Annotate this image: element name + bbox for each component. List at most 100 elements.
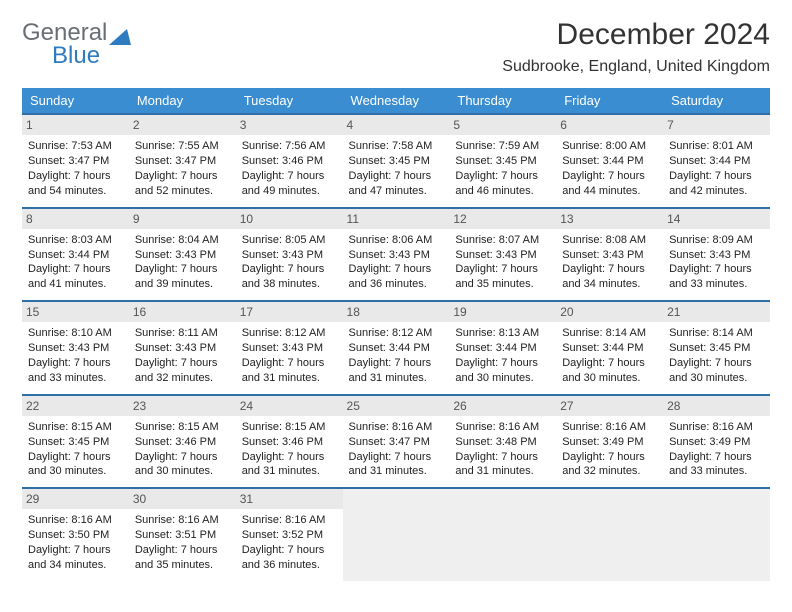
sunset-text: Sunset: 3:46 PM	[135, 435, 230, 450]
sunset-text: Sunset: 3:52 PM	[242, 528, 337, 543]
weekday-header-row: Sunday Monday Tuesday Wednesday Thursday…	[22, 88, 770, 114]
sunrise-text: Sunrise: 8:12 AM	[242, 326, 337, 341]
calendar-day-cell: 11Sunrise: 8:06 AMSunset: 3:43 PMDayligh…	[343, 208, 450, 302]
sunset-text: Sunset: 3:45 PM	[349, 154, 444, 169]
day-number: 31	[236, 489, 343, 509]
daylight-text: Daylight: 7 hours and 33 minutes.	[28, 356, 123, 386]
sunset-text: Sunset: 3:44 PM	[562, 154, 657, 169]
daylight-text: Daylight: 7 hours and 31 minutes.	[349, 356, 444, 386]
sunrise-text: Sunrise: 8:14 AM	[562, 326, 657, 341]
calendar-day-cell: 8Sunrise: 8:03 AMSunset: 3:44 PMDaylight…	[22, 208, 129, 302]
sunrise-text: Sunrise: 8:01 AM	[669, 139, 764, 154]
calendar-day-cell: 10Sunrise: 8:05 AMSunset: 3:43 PMDayligh…	[236, 208, 343, 302]
sunset-text: Sunset: 3:43 PM	[562, 248, 657, 263]
daylight-text: Daylight: 7 hours and 32 minutes.	[135, 356, 230, 386]
calendar-week-row: 29Sunrise: 8:16 AMSunset: 3:50 PMDayligh…	[22, 488, 770, 581]
daylight-text: Daylight: 7 hours and 36 minutes.	[349, 262, 444, 292]
day-number: 27	[556, 396, 663, 416]
day-number: 10	[236, 209, 343, 229]
daylight-text: Daylight: 7 hours and 46 minutes.	[455, 169, 550, 199]
day-number: 11	[343, 209, 450, 229]
day-number: 28	[663, 396, 770, 416]
sunset-text: Sunset: 3:51 PM	[135, 528, 230, 543]
day-number: 25	[343, 396, 450, 416]
calendar-day-cell: 16 Sunrise: 8:11 AMSunset: 3:43 PMDayligh…	[129, 301, 236, 395]
sunrise-text: Sunrise: 8:12 AM	[349, 326, 444, 341]
day-number: 24	[236, 396, 343, 416]
sunrise-text: Sunrise: 8:16 AM	[669, 420, 764, 435]
calendar-day-cell: 13Sunrise: 8:08 AMSunset: 3:43 PMDayligh…	[556, 208, 663, 302]
sunset-text: Sunset: 3:43 PM	[135, 248, 230, 263]
calendar-day-cell: 29Sunrise: 8:16 AMSunset: 3:50 PMDayligh…	[22, 488, 129, 581]
sunrise-text: Sunrise: 8:06 AM	[349, 233, 444, 248]
calendar-day-cell: 20Sunrise: 8:14 AMSunset: 3:44 PMDayligh…	[556, 301, 663, 395]
sunset-text: Sunset: 3:49 PM	[669, 435, 764, 450]
sunrise-text: Sunrise: 8:13 AM	[455, 326, 550, 341]
day-number: 30	[129, 489, 236, 509]
calendar-day-cell: 28Sunrise: 8:16 AMSunset: 3:49 PMDayligh…	[663, 395, 770, 489]
sunrise-text: Sunrise: 8:15 AM	[135, 420, 230, 435]
daylight-text: Daylight: 7 hours and 41 minutes.	[28, 262, 123, 292]
daylight-text: Daylight: 7 hours and 30 minutes.	[455, 356, 550, 386]
daylight-text: Daylight: 7 hours and 52 minutes.	[135, 169, 230, 199]
sunset-text: Sunset: 3:44 PM	[562, 341, 657, 356]
calendar-day-cell: 18Sunrise: 8:12 AMSunset: 3:44 PMDayligh…	[343, 301, 450, 395]
calendar-day-cell: 17Sunrise: 8:12 AMSunset: 3:43 PMDayligh…	[236, 301, 343, 395]
weekday-header: Saturday	[663, 88, 770, 114]
sunset-text: Sunset: 3:44 PM	[28, 248, 123, 263]
sunset-text: Sunset: 3:47 PM	[135, 154, 230, 169]
sunset-text: Sunset: 3:43 PM	[135, 341, 230, 356]
logo: General Blue	[22, 18, 131, 68]
weekday-header: Tuesday	[236, 88, 343, 114]
daylight-text: Daylight: 7 hours and 31 minutes.	[455, 450, 550, 480]
sunrise-text: Sunrise: 8:05 AM	[242, 233, 337, 248]
sunrise-text: Sunrise: 8:15 AM	[242, 420, 337, 435]
calendar-day-cell: 25Sunrise: 8:16 AMSunset: 3:47 PMDayligh…	[343, 395, 450, 489]
calendar-day-cell: 21Sunrise: 8:14 AMSunset: 3:45 PMDayligh…	[663, 301, 770, 395]
sunrise-text: Sunrise: 8:00 AM	[562, 139, 657, 154]
sunset-text: Sunset: 3:44 PM	[669, 154, 764, 169]
day-number: 16	[129, 302, 236, 322]
sunset-text: Sunset: 3:50 PM	[28, 528, 123, 543]
location-text: Sudbrooke, England, United Kingdom	[502, 58, 770, 76]
sunset-text: Sunset: 3:49 PM	[562, 435, 657, 450]
sunset-text: Sunset: 3:43 PM	[455, 248, 550, 263]
daylight-text: Daylight: 7 hours and 36 minutes.	[242, 543, 337, 573]
sunrise-text: Sunrise: 8:16 AM	[455, 420, 550, 435]
sunrise-text: Sunrise: 8:04 AM	[135, 233, 230, 248]
sunrise-text: Sunrise: 8:09 AM	[669, 233, 764, 248]
day-number: 15	[22, 302, 129, 322]
day-number: 5	[449, 115, 556, 135]
page-header: General Blue December 2024 Sudbrooke, En…	[22, 18, 770, 76]
daylight-text: Daylight: 7 hours and 47 minutes.	[349, 169, 444, 199]
sunset-text: Sunset: 3:43 PM	[669, 248, 764, 263]
calendar-page: General Blue December 2024 Sudbrooke, En…	[0, 0, 792, 593]
sunrise-text: Sunrise: 8:10 AM	[28, 326, 123, 341]
sunset-text: Sunset: 3:47 PM	[28, 154, 123, 169]
calendar-day-cell: 30Sunrise: 8:16 AMSunset: 3:51 PMDayligh…	[129, 488, 236, 581]
calendar-table: Sunday Monday Tuesday Wednesday Thursday…	[22, 88, 770, 581]
sunrise-text: Sunrise: 7:55 AM	[135, 139, 230, 154]
sunrise-text: Sunrise: 7:56 AM	[242, 139, 337, 154]
daylight-text: Daylight: 7 hours and 30 minutes.	[28, 450, 123, 480]
calendar-week-row: 1Sunrise: 7:53 AMSunset: 3:47 PMDaylight…	[22, 114, 770, 208]
day-number: 6	[556, 115, 663, 135]
daylight-text: Daylight: 7 hours and 35 minutes.	[455, 262, 550, 292]
weekday-header: Monday	[129, 88, 236, 114]
calendar-day-cell: 27Sunrise: 8:16 AMSunset: 3:49 PMDayligh…	[556, 395, 663, 489]
sunrise-text: Sunrise: 7:53 AM	[28, 139, 123, 154]
sunset-text: Sunset: 3:43 PM	[242, 248, 337, 263]
sunrise-text: Sunrise: 8:11 AM	[135, 326, 230, 341]
sunrise-text: Sunrise: 8:16 AM	[242, 513, 337, 528]
calendar-day-cell: 19Sunrise: 8:13 AMSunset: 3:44 PMDayligh…	[449, 301, 556, 395]
calendar-day-cell	[556, 488, 663, 581]
daylight-text: Daylight: 7 hours and 30 minutes.	[135, 450, 230, 480]
calendar-week-row: 22Sunrise: 8:15 AMSunset: 3:45 PMDayligh…	[22, 395, 770, 489]
sunrise-text: Sunrise: 8:15 AM	[28, 420, 123, 435]
daylight-text: Daylight: 7 hours and 30 minutes.	[669, 356, 764, 386]
day-number: 18	[343, 302, 450, 322]
page-title: December 2024	[502, 18, 770, 52]
calendar-day-cell: 24Sunrise: 8:15 AMSunset: 3:46 PMDayligh…	[236, 395, 343, 489]
weekday-header: Wednesday	[343, 88, 450, 114]
daylight-text: Daylight: 7 hours and 31 minutes.	[349, 450, 444, 480]
